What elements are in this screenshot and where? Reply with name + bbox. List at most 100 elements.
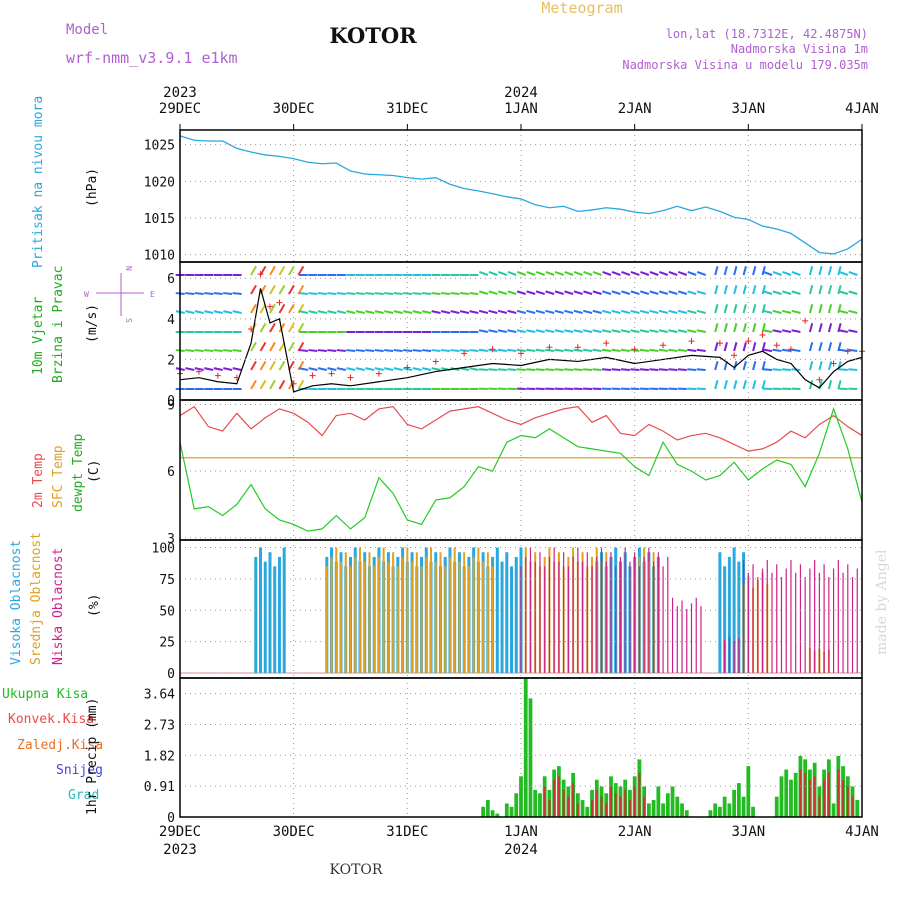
cloud-bar bbox=[752, 564, 753, 673]
wind-arrow bbox=[422, 368, 431, 370]
wind-arrow bbox=[517, 272, 525, 275]
precip-total-bar bbox=[675, 797, 679, 817]
wind-arrow bbox=[526, 369, 535, 370]
wind-arrow bbox=[545, 369, 554, 370]
x-tick-label-bottom: 29DEC bbox=[159, 824, 201, 840]
y-tick-label: 2 bbox=[167, 353, 175, 368]
wind-arrow bbox=[270, 266, 275, 275]
wind-arrow bbox=[744, 361, 746, 370]
cloud-bar bbox=[473, 557, 475, 673]
wind-arrow bbox=[365, 293, 374, 294]
wind-arrow bbox=[470, 368, 479, 370]
wind-arrow bbox=[829, 304, 831, 313]
wind-arrow bbox=[697, 350, 706, 351]
wind-arrow bbox=[574, 369, 583, 370]
cloud-bar bbox=[496, 548, 499, 673]
wind-arrow bbox=[612, 330, 621, 332]
wind-arrow bbox=[838, 380, 840, 389]
wind-arrow bbox=[356, 350, 365, 351]
cloud-bar bbox=[331, 557, 333, 673]
wind-arrow bbox=[498, 330, 507, 332]
wind-arrow bbox=[593, 272, 601, 275]
wind-arrow bbox=[394, 368, 403, 370]
cloud-bar bbox=[757, 577, 758, 673]
wind-speed-line bbox=[180, 288, 862, 392]
precip-total-bar bbox=[647, 803, 651, 817]
precip-total-bar bbox=[723, 797, 727, 817]
cloud-bar bbox=[786, 569, 787, 673]
wind-unit: (m/s) bbox=[85, 304, 100, 343]
wind-arrow bbox=[526, 330, 535, 332]
wind-arrow bbox=[650, 330, 659, 332]
wind-arrow bbox=[337, 311, 346, 313]
cloud-bar bbox=[629, 562, 630, 673]
year-label-bottom: 2023 bbox=[163, 842, 197, 858]
wind-arrow bbox=[251, 380, 256, 389]
watermark: made by Angel bbox=[874, 549, 890, 655]
wind-arrow bbox=[744, 342, 746, 351]
cloud-bar bbox=[800, 564, 801, 673]
x-tick-label-top: 3JAN bbox=[731, 101, 765, 117]
y-tick-label: 4 bbox=[167, 313, 175, 328]
wind-arrow bbox=[555, 291, 564, 294]
wind-arrow bbox=[678, 369, 687, 370]
wind-arrow bbox=[422, 293, 431, 294]
wind-arrow bbox=[782, 311, 791, 313]
wind-arrow bbox=[792, 350, 801, 351]
wind-arrow bbox=[838, 266, 840, 275]
wind-arrow bbox=[763, 330, 772, 332]
temp-label-2: SFC Temp bbox=[51, 445, 66, 508]
wind-arrow bbox=[763, 311, 772, 313]
wind-arrow bbox=[764, 272, 772, 275]
wind-arrow bbox=[498, 350, 507, 351]
wind-arrow bbox=[223, 293, 232, 294]
wind-arrow bbox=[346, 350, 355, 351]
wind-arrow bbox=[299, 350, 308, 351]
y-tick-label: 1025 bbox=[144, 139, 175, 154]
wind-gust-mark bbox=[310, 373, 316, 379]
wind-arrow bbox=[555, 311, 564, 313]
wind-arrow bbox=[783, 272, 791, 275]
cloud-bar bbox=[790, 560, 791, 673]
wind-arrow bbox=[489, 272, 497, 275]
wind-arrow bbox=[593, 291, 602, 294]
wind-arrow bbox=[337, 293, 346, 294]
wind-arrow bbox=[555, 369, 564, 370]
wind-arrow bbox=[829, 266, 831, 275]
cloud-bar bbox=[268, 552, 271, 673]
wind-arrow bbox=[432, 350, 441, 351]
cloud-bar bbox=[340, 562, 342, 673]
wind-arrow bbox=[270, 342, 275, 351]
wind-arrow bbox=[819, 323, 821, 332]
cloud-bar bbox=[264, 562, 267, 673]
wind-arrow bbox=[715, 361, 717, 370]
cloud-bar bbox=[406, 548, 408, 673]
wind-arrow bbox=[479, 369, 488, 370]
cloud-bar bbox=[677, 606, 678, 673]
precip-conv-bar bbox=[591, 800, 593, 817]
wind-arrow bbox=[640, 330, 649, 332]
wind-arrow bbox=[270, 285, 275, 294]
wind-arrow bbox=[810, 285, 812, 294]
wind-arrow bbox=[337, 350, 346, 351]
cloud-bar bbox=[691, 603, 692, 673]
wind-arrow bbox=[365, 350, 374, 351]
cloud-label-1: Visoka Oblacnost bbox=[9, 540, 24, 665]
cloud-bar bbox=[591, 566, 592, 673]
wind-arrow bbox=[270, 380, 275, 389]
wind-arrow bbox=[612, 291, 621, 294]
model-label: Model bbox=[66, 22, 108, 38]
wind-arrow bbox=[233, 350, 242, 351]
cloud-bar bbox=[568, 566, 569, 673]
wind-arrow bbox=[204, 368, 213, 370]
wind-arrow bbox=[621, 311, 630, 313]
cloud-bar bbox=[439, 552, 441, 673]
cloud-bar bbox=[776, 564, 777, 673]
precip-total-bar bbox=[732, 790, 736, 817]
wind-arrow bbox=[527, 272, 535, 275]
wind-arrow bbox=[204, 350, 213, 351]
cloud-bar bbox=[620, 557, 621, 673]
cloud-bar bbox=[724, 640, 725, 673]
wind-arrow bbox=[715, 304, 717, 313]
compass-w: W bbox=[84, 290, 89, 299]
